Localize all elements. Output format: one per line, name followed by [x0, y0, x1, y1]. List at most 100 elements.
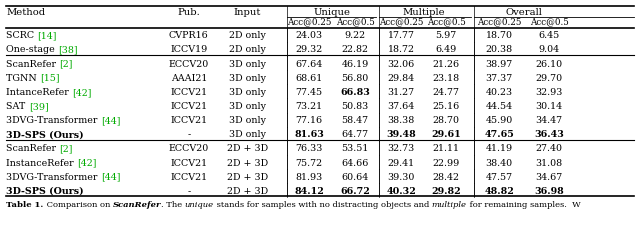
Text: 5.97: 5.97 — [435, 31, 457, 40]
Text: Acc@0.25: Acc@0.25 — [477, 17, 522, 27]
Text: 36.98: 36.98 — [534, 186, 564, 195]
Text: ICCV21: ICCV21 — [170, 172, 207, 181]
Text: Acc@0.5: Acc@0.5 — [427, 17, 465, 27]
Text: 32.73: 32.73 — [388, 144, 415, 153]
Text: [2]: [2] — [60, 144, 73, 153]
Text: 20.38: 20.38 — [486, 45, 513, 54]
Text: [44]: [44] — [100, 172, 120, 181]
Text: 81.63: 81.63 — [294, 130, 324, 139]
Text: 25.16: 25.16 — [433, 101, 460, 111]
Text: 24.77: 24.77 — [433, 87, 460, 96]
Text: 6.45: 6.45 — [538, 31, 560, 40]
Text: One-stage: One-stage — [6, 45, 58, 54]
Text: [42]: [42] — [72, 87, 92, 96]
Text: Comparison on: Comparison on — [44, 200, 113, 208]
Text: [38]: [38] — [58, 45, 78, 54]
Text: multiple: multiple — [432, 200, 467, 208]
Text: [2]: [2] — [60, 59, 73, 68]
Text: ICCV21: ICCV21 — [170, 116, 207, 125]
Text: 3D only: 3D only — [229, 116, 266, 125]
Text: [44]: [44] — [100, 116, 120, 125]
Text: 21.11: 21.11 — [433, 144, 460, 153]
Text: 38.38: 38.38 — [388, 116, 415, 125]
Text: IntanceRefer: IntanceRefer — [6, 87, 72, 96]
Text: 68.61: 68.61 — [296, 73, 323, 82]
Text: 32.93: 32.93 — [536, 87, 563, 96]
Text: 31.08: 31.08 — [536, 158, 563, 167]
Text: 3D only: 3D only — [229, 130, 266, 139]
Text: 50.83: 50.83 — [342, 101, 369, 111]
Text: 3D-SPS (Ours): 3D-SPS (Ours) — [6, 130, 84, 139]
Text: Acc@0.5: Acc@0.5 — [336, 17, 374, 27]
Text: Overall: Overall — [506, 8, 543, 17]
Text: InstanceRefer: InstanceRefer — [6, 158, 77, 167]
Text: 2D only: 2D only — [229, 31, 266, 40]
Text: Input: Input — [234, 8, 261, 17]
Text: 22.99: 22.99 — [433, 158, 460, 167]
Text: 58.47: 58.47 — [342, 116, 369, 125]
Text: 32.06: 32.06 — [388, 59, 415, 68]
Text: 66.72: 66.72 — [340, 186, 370, 195]
Text: 27.40: 27.40 — [536, 144, 563, 153]
Text: 60.64: 60.64 — [342, 172, 369, 181]
Text: 23.18: 23.18 — [433, 73, 460, 82]
Text: 3D only: 3D only — [229, 59, 266, 68]
Text: 28.70: 28.70 — [433, 116, 460, 125]
Text: 6.49: 6.49 — [435, 45, 457, 54]
Text: 77.45: 77.45 — [296, 87, 323, 96]
Text: 9.04: 9.04 — [538, 45, 560, 54]
Text: 37.37: 37.37 — [486, 73, 513, 82]
Text: 39.48: 39.48 — [387, 130, 416, 139]
Text: 2D only: 2D only — [229, 45, 266, 54]
Text: Multiple: Multiple — [403, 8, 445, 17]
Text: ICCV21: ICCV21 — [170, 101, 207, 111]
Text: 81.93: 81.93 — [296, 172, 323, 181]
Text: ICCV21: ICCV21 — [170, 87, 207, 96]
Text: 47.65: 47.65 — [484, 130, 514, 139]
Text: AAAI21: AAAI21 — [171, 73, 207, 82]
Text: 34.47: 34.47 — [536, 116, 563, 125]
Text: 84.12: 84.12 — [294, 186, 324, 195]
Text: 3D only: 3D only — [229, 87, 266, 96]
Text: 3D-SPS (Ours): 3D-SPS (Ours) — [6, 186, 84, 195]
Text: 17.77: 17.77 — [388, 31, 415, 40]
Text: 2D + 3D: 2D + 3D — [227, 158, 268, 167]
Text: 30.14: 30.14 — [536, 101, 563, 111]
Text: Pub.: Pub. — [177, 8, 200, 17]
Text: stands for samples with no distracting objects and: stands for samples with no distracting o… — [214, 200, 432, 208]
Text: 21.26: 21.26 — [433, 59, 460, 68]
Text: Table 1.: Table 1. — [6, 200, 44, 208]
Text: 56.80: 56.80 — [342, 73, 369, 82]
Text: for remaining samples.  W: for remaining samples. W — [467, 200, 580, 208]
Text: ScanRefer: ScanRefer — [113, 200, 161, 208]
Text: SCRC: SCRC — [6, 31, 38, 40]
Text: 45.90: 45.90 — [486, 116, 513, 125]
Text: [42]: [42] — [77, 158, 97, 167]
Text: 46.19: 46.19 — [342, 59, 369, 68]
Text: Acc@0.25: Acc@0.25 — [287, 17, 332, 27]
Text: 24.03: 24.03 — [296, 31, 323, 40]
Text: -: - — [187, 186, 191, 195]
Text: ICCV21: ICCV21 — [170, 158, 207, 167]
Text: 34.67: 34.67 — [536, 172, 563, 181]
Text: [15]: [15] — [40, 73, 60, 82]
Text: -: - — [187, 130, 191, 139]
Text: 66.83: 66.83 — [340, 87, 370, 96]
Text: Acc@0.25: Acc@0.25 — [379, 17, 424, 27]
Text: 2D + 3D: 2D + 3D — [227, 144, 268, 153]
Text: 40.23: 40.23 — [486, 87, 513, 96]
Text: 3D only: 3D only — [229, 101, 266, 111]
Text: 37.64: 37.64 — [388, 101, 415, 111]
Text: 29.41: 29.41 — [388, 158, 415, 167]
Text: ScanRefer: ScanRefer — [6, 59, 60, 68]
Text: ECCV20: ECCV20 — [169, 144, 209, 153]
Text: 48.82: 48.82 — [484, 186, 514, 195]
Text: 41.19: 41.19 — [486, 144, 513, 153]
Text: [14]: [14] — [38, 31, 57, 40]
Text: 40.32: 40.32 — [387, 186, 416, 195]
Text: [39]: [39] — [29, 101, 49, 111]
Text: 75.72: 75.72 — [296, 158, 323, 167]
Text: 67.64: 67.64 — [296, 59, 323, 68]
Text: 38.97: 38.97 — [486, 59, 513, 68]
Text: 22.82: 22.82 — [342, 45, 369, 54]
